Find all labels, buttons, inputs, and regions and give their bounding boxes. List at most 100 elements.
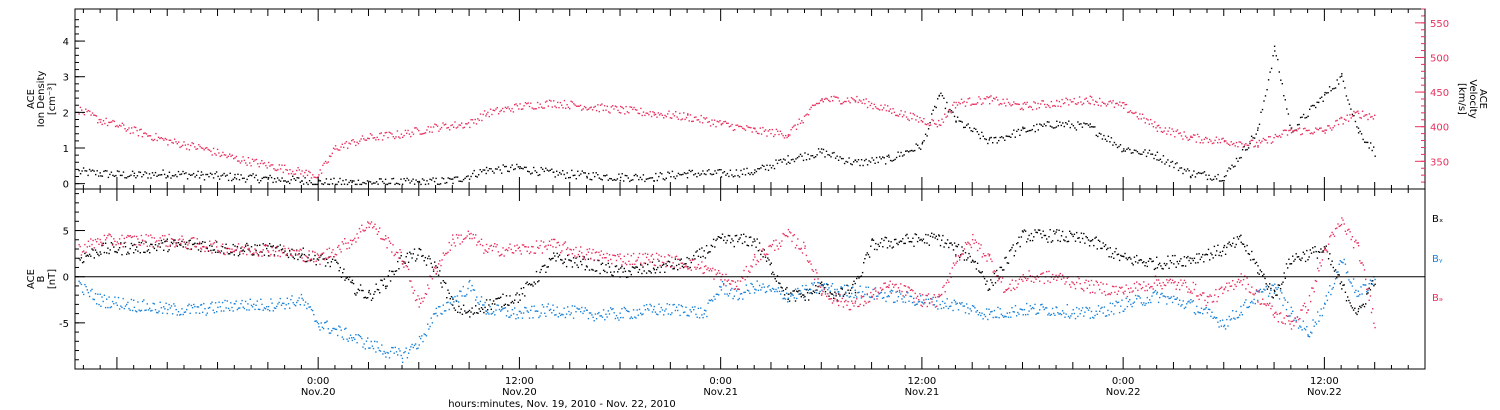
bz-point: [196, 238, 198, 240]
by-point: [389, 350, 392, 353]
by-point: [703, 309, 706, 311]
by-point: [1374, 278, 1376, 281]
bx-point: [1357, 310, 1359, 313]
ion-density-point: [635, 173, 637, 176]
velocity-point: [194, 146, 196, 148]
bx-point: [650, 272, 652, 274]
bz-point: [308, 250, 310, 252]
by-point: [1349, 281, 1351, 283]
by-point: [184, 311, 187, 313]
velocity-point: [1104, 103, 1106, 105]
bz-point: [136, 235, 138, 238]
bx-point: [147, 249, 150, 251]
by-point: [1357, 290, 1359, 292]
by-point: [1063, 312, 1065, 314]
by-point: [414, 343, 417, 345]
by-point: [947, 307, 950, 310]
bz-point: [256, 252, 258, 255]
velocity-point: [738, 125, 740, 128]
velocity-point: [95, 115, 98, 117]
bz-point: [978, 242, 980, 245]
velocity-point: [184, 144, 187, 146]
bz-point: [572, 248, 575, 251]
bx-point: [429, 258, 431, 260]
bz-point: [748, 270, 750, 272]
velocity-point: [270, 164, 272, 166]
ion-density-point: [395, 182, 398, 184]
bz-point: [585, 253, 588, 256]
bz-point: [310, 258, 313, 260]
by-point: [217, 306, 219, 309]
bx-point: [1109, 247, 1111, 249]
velocity-point: [167, 144, 169, 146]
by-point: [425, 335, 428, 337]
bx-point: [702, 255, 704, 258]
ion-density-point: [215, 171, 218, 173]
ion-density-point: [1263, 100, 1265, 102]
by-point: [544, 312, 546, 314]
bx-point: [526, 281, 528, 283]
bx-point: [731, 238, 733, 240]
bz-point: [574, 255, 576, 257]
velocity-point: [912, 112, 914, 115]
bz-point: [686, 266, 688, 268]
bx-point: [382, 284, 384, 286]
by-point: [1232, 310, 1234, 312]
ion-density-point: [127, 176, 129, 178]
velocity-point: [1034, 102, 1036, 104]
ion-density-point: [1075, 129, 1078, 131]
bz-point: [375, 228, 377, 230]
velocity-point: [133, 126, 136, 128]
by-point: [549, 308, 552, 311]
ion-density-point: [1211, 179, 1213, 181]
velocity-point: [1260, 142, 1262, 144]
velocity-point: [1112, 100, 1114, 102]
ion-density-point: [984, 138, 986, 140]
by-point: [918, 300, 921, 303]
bz-point: [565, 248, 568, 251]
bx-point: [720, 237, 723, 239]
by-point: [212, 309, 214, 311]
ion-density-point: [150, 177, 152, 179]
velocity-point: [928, 124, 930, 127]
velocity-point: [414, 127, 416, 129]
velocity-point: [1105, 105, 1108, 107]
bz-point: [871, 296, 873, 298]
by-point: [1255, 290, 1258, 292]
velocity-point: [754, 127, 756, 129]
by-point: [510, 314, 512, 316]
velocity-point: [1121, 102, 1124, 104]
ion-density-point: [840, 157, 843, 160]
ion-density-point: [1158, 159, 1160, 161]
bz-point: [634, 263, 636, 265]
velocity-point: [527, 102, 529, 104]
by-point: [959, 302, 961, 304]
bx-point: [806, 292, 809, 294]
ion-density-point: [330, 178, 332, 180]
by-point: [1183, 307, 1186, 310]
velocity-point: [748, 126, 751, 129]
velocity-point: [860, 100, 862, 102]
by-point: [435, 312, 437, 315]
velocity-point: [1201, 139, 1203, 141]
ion-density-point: [947, 111, 950, 113]
velocity-point: [79, 106, 82, 109]
by-point: [183, 311, 186, 313]
by-point: [1114, 305, 1116, 307]
by-point: [1188, 300, 1190, 302]
bx-point: [735, 234, 738, 237]
bz-point: [840, 300, 842, 303]
velocity-point: [603, 105, 606, 107]
ion-density-point: [1194, 176, 1197, 178]
bz-point: [1018, 278, 1021, 280]
by-point: [1249, 301, 1252, 304]
velocity-point: [149, 135, 152, 137]
ion-density-point: [752, 173, 754, 176]
bx-point: [861, 271, 864, 274]
bx-point: [787, 298, 789, 300]
ion-density-point: [595, 172, 597, 174]
bz-point: [670, 266, 672, 268]
velocity-point: [994, 98, 996, 100]
by-point: [688, 315, 690, 317]
bx-point: [302, 247, 304, 249]
